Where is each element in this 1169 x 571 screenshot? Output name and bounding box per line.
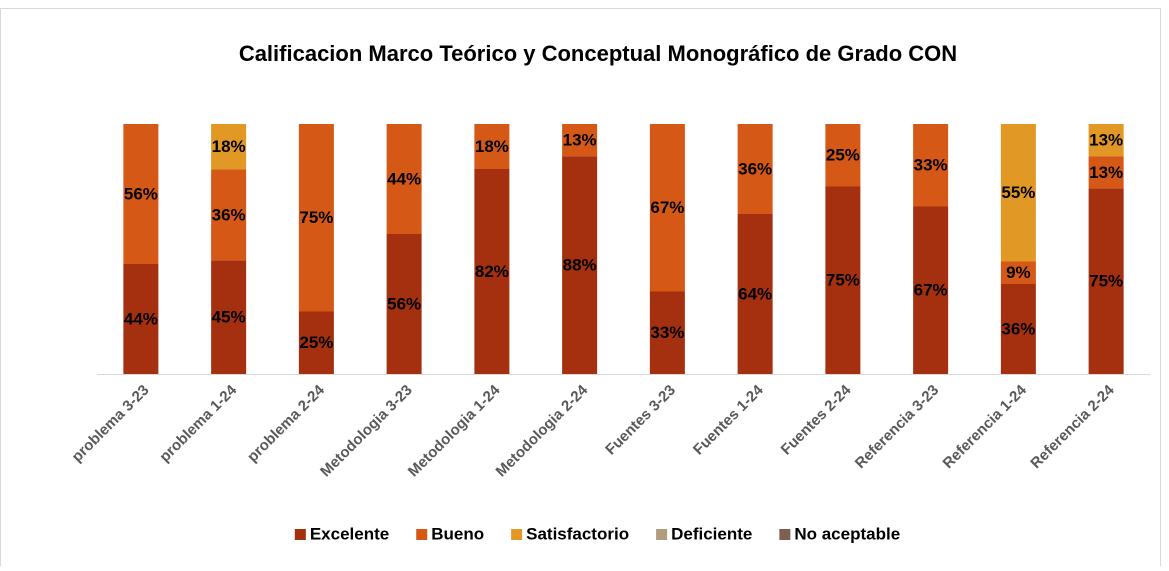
bar-segment: [1088, 188, 1124, 374]
bar-segment: [123, 124, 159, 264]
legend-swatch: [511, 529, 523, 540]
bar-segment: [298, 311, 334, 374]
bar-segment: [562, 156, 598, 374]
data-label: 36%: [738, 159, 772, 178]
data-label: 56%: [387, 294, 421, 313]
legend-label: Excelente: [310, 524, 389, 543]
bar-segment: [474, 124, 510, 169]
bar-segment: [913, 206, 949, 374]
data-label: 18%: [475, 137, 509, 156]
bar-segment: [1000, 284, 1036, 374]
legend-swatch: [294, 529, 306, 540]
bar-segment: [825, 186, 861, 374]
data-label: 67%: [914, 281, 948, 300]
bar-segment: [562, 124, 598, 157]
bar-segment: [1000, 124, 1036, 262]
data-label: 75%: [299, 208, 333, 227]
bar-segment: [386, 124, 422, 234]
legend-label: Deficiente: [671, 524, 752, 543]
legend-swatch: [416, 529, 428, 540]
data-label: 64%: [738, 284, 772, 303]
legend-label: No aceptable: [794, 524, 900, 543]
bar-segment: [737, 214, 773, 374]
data-label: 13%: [1089, 163, 1123, 182]
data-label: 82%: [475, 262, 509, 281]
data-label: 44%: [387, 169, 421, 188]
bar-segment: [825, 124, 861, 187]
bar-segment: [737, 124, 773, 214]
data-label: 25%: [826, 146, 860, 165]
bar-segment: [386, 234, 422, 374]
data-label: 13%: [1089, 131, 1123, 150]
bar-segment: [1088, 124, 1124, 157]
bar-segment: [211, 260, 247, 374]
bar-segment: [123, 264, 159, 374]
data-label: 36%: [1001, 319, 1035, 338]
bar-segment: [649, 124, 685, 292]
legend-label: Bueno: [431, 524, 484, 543]
bar-segment: [474, 169, 510, 374]
legend-swatch: [779, 529, 791, 540]
data-label: 75%: [826, 271, 860, 290]
data-label: 55%: [1001, 183, 1035, 202]
legend-label: Satisfactorio: [526, 524, 629, 543]
data-label: 33%: [650, 323, 684, 342]
bar-segment: [913, 124, 949, 207]
data-label: 44%: [124, 309, 158, 328]
data-label: 45%: [212, 308, 246, 327]
bar-segment: [298, 124, 334, 312]
data-label: 13%: [563, 131, 597, 150]
data-label: 75%: [1089, 272, 1123, 291]
data-label: 25%: [299, 333, 333, 352]
data-label: 88%: [563, 256, 597, 275]
data-label: 33%: [914, 156, 948, 175]
bar-segment: [1088, 156, 1124, 189]
chart-title: Calificacion Marco Teórico y Conceptual …: [239, 41, 957, 66]
legend-swatch: [656, 529, 668, 540]
bar-segment: [211, 124, 247, 170]
data-label: 67%: [650, 198, 684, 217]
bar-segment: [1000, 261, 1036, 284]
data-label: 9%: [1006, 263, 1031, 282]
data-label: 18%: [212, 137, 246, 156]
data-label: 56%: [124, 184, 158, 203]
bar-segment: [211, 169, 247, 261]
data-label: 36%: [212, 205, 246, 224]
bar-segment: [649, 291, 685, 374]
